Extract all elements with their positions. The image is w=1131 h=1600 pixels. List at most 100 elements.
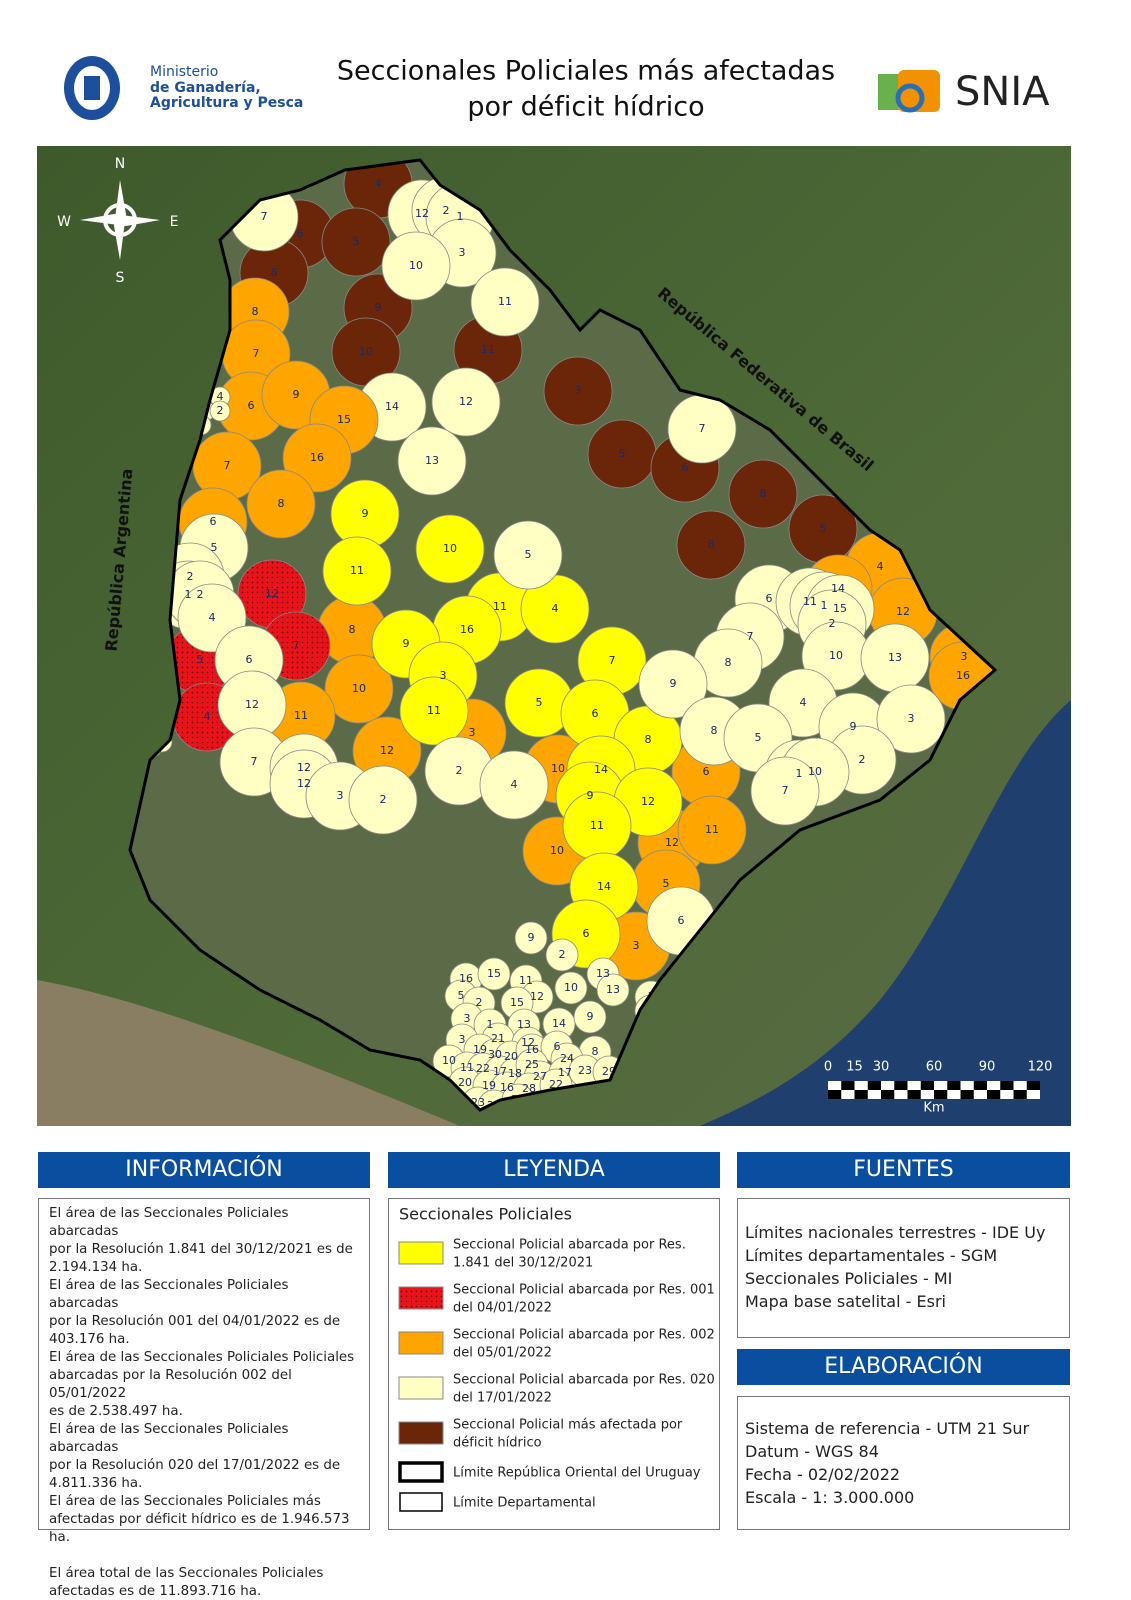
- region-label: 3: [459, 246, 466, 259]
- compass-s: S: [116, 270, 125, 286]
- ministry-line: Ministerio: [150, 64, 218, 80]
- compass-e: E: [170, 214, 179, 230]
- region-label: 6: [248, 399, 255, 412]
- region-label: 1: [185, 588, 192, 601]
- region: [322, 536, 392, 606]
- region-label: 5: [536, 696, 543, 709]
- region-label: 12: [380, 744, 394, 757]
- info-line: El área de las Seccionales Policiales ab…: [49, 1206, 289, 1239]
- info-line: por la Resolución 1.841 del 30/12/2021 e…: [49, 1242, 353, 1257]
- region-label: 12: [297, 777, 311, 790]
- region: [545, 938, 579, 972]
- scale-tick-label: 60: [926, 1060, 943, 1075]
- region-label: 7: [747, 630, 754, 643]
- region-label: 11: [460, 1061, 474, 1074]
- scale-tick-label: 0: [824, 1060, 832, 1075]
- region-label: 7: [253, 347, 260, 360]
- region-label: 11: [427, 704, 441, 717]
- region-label: 14: [552, 1017, 566, 1030]
- region-label: 8: [708, 538, 715, 551]
- region-label: 14: [831, 582, 845, 595]
- region-label: 2: [829, 617, 836, 630]
- legend-border-swatch: [399, 1492, 443, 1512]
- region: [282, 423, 352, 493]
- region-label: 6: [246, 653, 253, 666]
- region: [677, 795, 747, 865]
- region-label: 2: [187, 570, 194, 583]
- region-label: 10: [443, 542, 457, 555]
- region-label: 3: [337, 789, 344, 802]
- region-label: 4: [511, 778, 518, 791]
- region-label: 7: [782, 784, 789, 797]
- region-label: 16: [459, 972, 473, 985]
- region-label: 1: [487, 1018, 494, 1031]
- legend-label: Límite Departamental: [453, 1496, 596, 1511]
- region-label: 8: [349, 623, 356, 636]
- region-label: 6: [554, 1040, 561, 1053]
- region-label: 22: [476, 1062, 490, 1075]
- region-label: 4: [877, 560, 884, 573]
- region: [750, 756, 820, 826]
- legend-label: del 05/01/2022: [453, 1346, 552, 1361]
- region-label: 5: [353, 235, 360, 248]
- region: [543, 356, 613, 426]
- region-label: 30: [488, 1048, 502, 1061]
- region-label: 8: [725, 656, 732, 669]
- scale-tick-label: 30: [873, 1060, 890, 1075]
- region-label: 12: [265, 587, 279, 600]
- info-line: El área total de las Seccionales Policia…: [49, 1566, 324, 1581]
- region-label: 8: [760, 487, 767, 500]
- region-label: 6: [592, 707, 599, 720]
- scale-tick-label: 120: [1028, 1060, 1053, 1075]
- region-label: 14: [385, 400, 399, 413]
- legend-border-swatch: [398, 1461, 444, 1483]
- region-label: 3: [440, 669, 447, 682]
- region-label: 4: [552, 602, 559, 615]
- legend-swatch: [398, 1286, 444, 1310]
- legend-label: Límite República Oriental del Uruguay: [453, 1466, 701, 1481]
- region: [321, 207, 391, 277]
- region-label: 6: [583, 927, 590, 940]
- region: [554, 971, 588, 1005]
- region: [381, 231, 451, 301]
- region-label: 20: [458, 1076, 472, 1089]
- region: [514, 921, 548, 955]
- scale-segment: [960, 1081, 974, 1090]
- region-label: 10: [550, 844, 564, 857]
- region-label: 4: [217, 390, 224, 403]
- region-label: 3: [469, 726, 476, 739]
- credits-line: Fecha - 02/02/2022: [745, 1465, 901, 1484]
- sources-box: Límites nacionales terrestres - IDE Uy Lí…: [737, 1198, 1070, 1338]
- scale-bar: 0 15 30 60 90 120 Km: [824, 1060, 1053, 1116]
- region-label: 13: [425, 454, 439, 467]
- title: por déficit hídrico: [467, 92, 704, 123]
- region-label: 2: [217, 404, 224, 417]
- scale-segment: [1013, 1081, 1027, 1090]
- sources-line: Seccionales Policiales - MI: [745, 1269, 953, 1288]
- scale-tick-label: 90: [979, 1060, 996, 1075]
- region-label: 16: [500, 1081, 514, 1094]
- region-label: 2: [559, 948, 566, 961]
- region-label: 12: [415, 207, 429, 220]
- compass-w: W: [57, 214, 71, 230]
- sources-line: Límites nacionales terrestres - IDE Uy: [745, 1223, 1046, 1242]
- panel-header: INFORMACIÓN: [38, 1152, 370, 1188]
- region-label: 2: [443, 204, 450, 217]
- info-line: 2.194.134 ha.: [49, 1260, 143, 1275]
- region-label: 7: [251, 755, 258, 768]
- scale-segment: [1026, 1090, 1040, 1099]
- region-label: 3: [633, 939, 640, 952]
- info-line: es de 2.538.497 ha.: [49, 1404, 183, 1419]
- info-line: El área de las Seccionales Policiales ab…: [49, 1278, 289, 1311]
- region-label: 9: [528, 931, 535, 944]
- legend-label: Seccional Policial abarcada por Res. 001: [453, 1283, 715, 1298]
- legend-box: Seccionales Policiales Seccional Policial…: [388, 1198, 720, 1530]
- region: [676, 510, 746, 580]
- scale-segment: [947, 1090, 961, 1099]
- region-label: 19: [473, 1043, 487, 1056]
- legend-label: del 04/01/2022: [453, 1301, 552, 1316]
- river-plate: [37, 980, 460, 1126]
